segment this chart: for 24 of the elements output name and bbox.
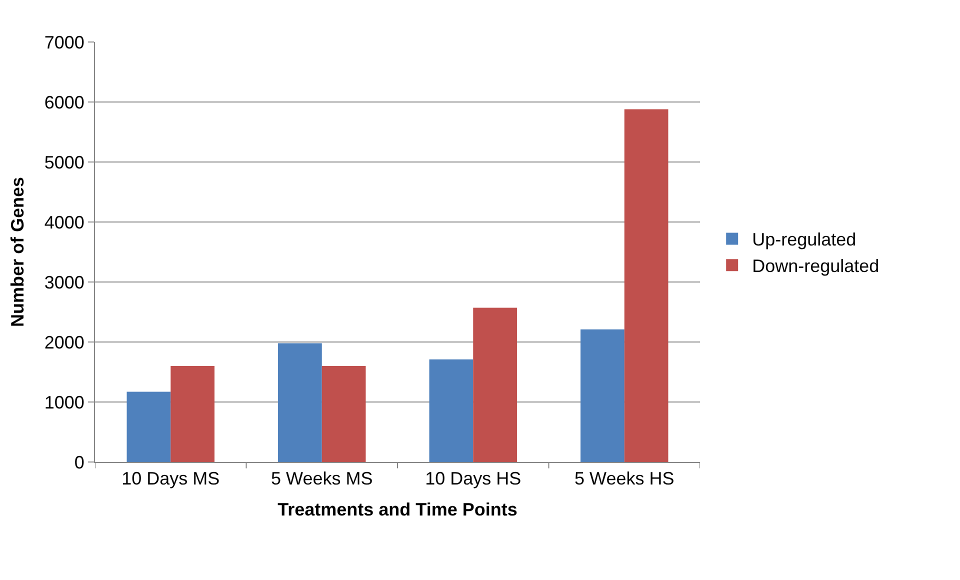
y-tick-label: 6000 xyxy=(44,92,84,112)
legend-label: Up-regulated xyxy=(752,230,856,250)
bar xyxy=(580,329,624,462)
x-tick-label: 5 Weeks MS xyxy=(271,468,373,489)
y-axis-title: Number of Genes xyxy=(8,176,28,328)
y-tick-label: 5000 xyxy=(44,152,84,172)
bar xyxy=(278,343,322,462)
x-axis-title: Treatments and Time Points xyxy=(278,500,518,520)
y-tick-label: 7000 xyxy=(44,32,84,52)
bar xyxy=(473,308,517,462)
bar xyxy=(126,392,171,462)
x-tick-label: 10 Days HS xyxy=(425,468,522,489)
y-tick-label: 0 xyxy=(74,452,84,472)
bar xyxy=(429,359,474,462)
x-tick-label: 5 Weeks HS xyxy=(574,468,674,489)
bar xyxy=(624,109,668,462)
y-tick-label: 4000 xyxy=(44,212,84,232)
y-tick-label: 3000 xyxy=(44,272,84,292)
legend-label: Down-regulated xyxy=(752,256,880,276)
bar xyxy=(322,366,366,462)
y-tick-label: 2000 xyxy=(44,332,84,352)
y-tick-label: 1000 xyxy=(44,392,84,412)
x-tick-label: 10 Days MS xyxy=(122,468,220,489)
bar xyxy=(170,366,214,462)
